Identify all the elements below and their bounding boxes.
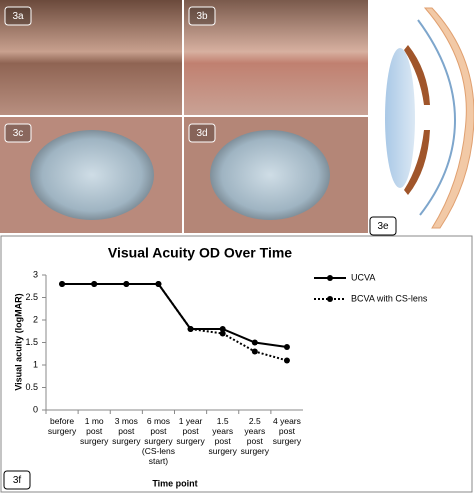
data-point: [187, 326, 194, 332]
data-point: [219, 326, 226, 332]
series-line: [62, 283, 288, 362]
data-point: [155, 281, 162, 287]
lens-diagram: [385, 7, 474, 229]
x-tick-label: 4 years post surgery: [273, 416, 302, 446]
iris-bottom: [404, 130, 430, 195]
legend-marker: [327, 275, 333, 281]
panel-label: 3c: [13, 128, 24, 139]
x-tick-label: 1 year post surgery: [176, 416, 205, 446]
data-point: [123, 281, 130, 287]
data-point: [219, 330, 226, 337]
photo-panels: [0, 0, 368, 233]
panel-label-box: [4, 123, 32, 143]
data-point: [283, 357, 290, 364]
chart-frame: [0, 235, 473, 493]
panel-label: 3a: [12, 11, 24, 22]
panel-label-box: [4, 6, 32, 26]
panel-label-box: [369, 216, 397, 236]
panel-label-box: [188, 6, 216, 26]
y-tick-label: 0.5: [25, 382, 38, 392]
crystalline-lens: [385, 48, 415, 188]
legend-label: UCVA: [351, 272, 375, 282]
data-point: [283, 344, 290, 350]
y-tick-label: 2: [33, 314, 38, 324]
y-tick-label: 1: [33, 359, 38, 369]
x-tick-label: 3 mos post surgery: [112, 416, 141, 446]
data-point: [251, 339, 258, 346]
y-axis-label: Visual acuity (logMAR): [13, 293, 23, 390]
panel-label: 3f: [13, 475, 22, 486]
iris-top: [404, 45, 430, 105]
eye-3d: [210, 130, 330, 220]
legend-marker: [327, 296, 333, 302]
x-axis-label: Time point: [152, 478, 197, 488]
y-tick-label: 2.5: [25, 292, 38, 302]
lens-outline: [417, 19, 457, 216]
x-tick-label: before surgery: [48, 416, 77, 436]
eye-3c: [30, 130, 154, 220]
x-tick-label: 1 mo post surgery: [80, 416, 109, 446]
y-tick-label: 0: [33, 404, 38, 414]
data-point: [59, 281, 66, 287]
x-tick-label: 1.5 years post surgery: [209, 416, 238, 456]
x-tick-label: 6 mos post surgery (CS-lens start): [142, 416, 175, 466]
data-point: [91, 281, 98, 287]
panel-label: 3e: [377, 221, 389, 232]
legend-label: BCVA with CS-lens: [351, 293, 428, 303]
panel-label: 3d: [196, 128, 207, 139]
panel-label-box: [3, 470, 31, 490]
data-point: [251, 348, 258, 355]
y-tick-label: 1.5: [25, 337, 38, 347]
y-tick-label: 3: [33, 269, 38, 279]
panel-label-box: [188, 123, 216, 143]
panel-label: 3b: [196, 11, 208, 22]
chart-title: Visual Acuity OD Over Time: [108, 245, 292, 261]
x-tick-label: 2.5 years post surgery: [241, 416, 270, 456]
photo-3a: [0, 0, 182, 115]
sclera-shape: [423, 7, 474, 229]
chart: Visual Acuity OD Over Time Time point Vi…: [13, 245, 292, 489]
